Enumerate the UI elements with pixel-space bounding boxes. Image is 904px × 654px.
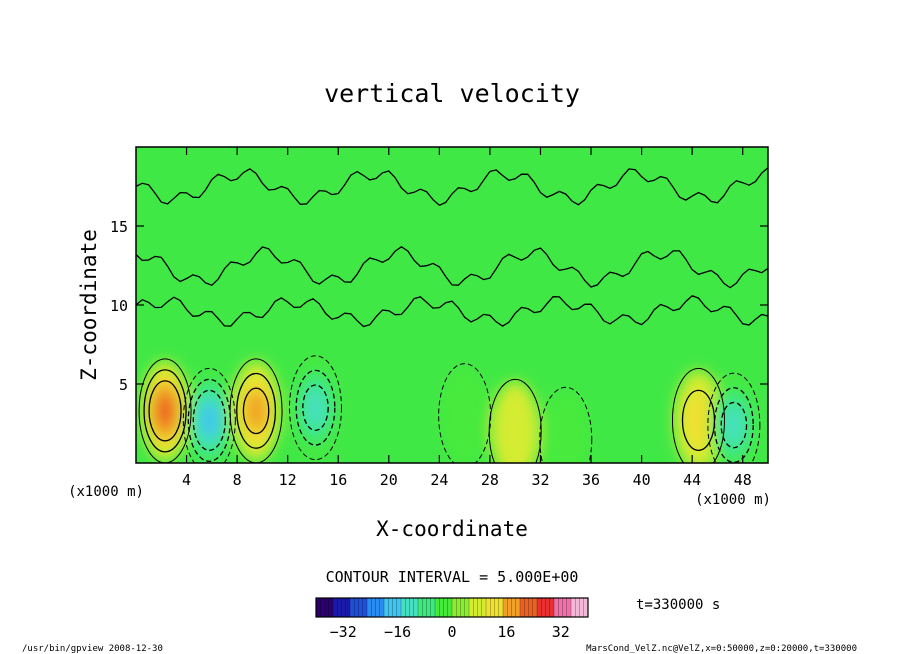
contour-ring (192, 389, 226, 451)
colorbar-tick-label: −32 (330, 623, 357, 641)
field-blob (304, 387, 327, 429)
contour-ring (671, 367, 725, 463)
colorbar-tick-label: 0 (447, 623, 456, 641)
contour-line (136, 295, 768, 328)
contour-ring (707, 372, 761, 463)
chart-title: vertical velocity (324, 79, 580, 108)
x-tick-label: 48 (734, 471, 752, 489)
colorbar-ticks: −32 −16 0 16 32 (330, 623, 570, 641)
x-tick-label: 12 (279, 471, 297, 489)
time-label: t=330000 s (636, 597, 720, 613)
contour-ring (295, 369, 336, 446)
x-tick-label: 32 (531, 471, 549, 489)
y-axis-label: Z-coordinate (77, 229, 101, 381)
x-tick-label: 8 (233, 471, 242, 489)
field-blob (245, 390, 267, 432)
contour-line (136, 246, 768, 289)
x-tick-label: 36 (582, 471, 600, 489)
contour-line (136, 167, 768, 206)
contour-ring (148, 380, 182, 442)
x-axis-ticks: 4 8 12 16 20 24 28 32 36 40 44 48 (182, 147, 752, 489)
footer-program: /usr/bin/gpview 2008-12-30 (22, 644, 163, 654)
field-blob (156, 393, 175, 428)
field-blob (541, 389, 590, 463)
x-tick-label: 20 (380, 471, 398, 489)
x-tick-label: 44 (683, 471, 701, 489)
x-unit-right: (x1000 m) (695, 492, 771, 508)
footer-source: MarsCond_VelZ.nc@VelZ,x=0:50000,z=0:2000… (586, 644, 857, 654)
contour-ring (288, 355, 342, 461)
y-tick-label: 10 (110, 297, 128, 315)
field-blob (684, 392, 713, 449)
contour-ring (182, 367, 236, 463)
contour-interval-label: CONTOUR INTERVAL = 5.000E+00 (326, 568, 579, 586)
y-tick-label: 15 (110, 218, 128, 236)
colorbar (315, 597, 589, 618)
contour-ring (720, 401, 748, 449)
contour-ring (242, 387, 270, 435)
x-tick-label: 24 (430, 471, 448, 489)
contour-ring (681, 389, 716, 451)
contour-ring (539, 386, 593, 463)
x-tick-label: 40 (633, 471, 651, 489)
x-tick-label: 28 (481, 471, 499, 489)
x-tick-label: 4 (182, 471, 191, 489)
x-tick-label: 16 (329, 471, 347, 489)
colorbar-tick-label: 32 (552, 623, 570, 641)
colorbar-frame (315, 597, 589, 618)
field-blob (200, 403, 219, 438)
contour-ring (236, 372, 277, 449)
y-axis-ticks: 5 10 15 (110, 218, 768, 394)
x-unit-left: (x1000 m) (68, 484, 144, 500)
field-blob (440, 365, 489, 463)
x-axis-label: X-coordinate (376, 517, 528, 541)
contour-ring (143, 369, 187, 453)
colorbar-tick-label: 16 (497, 623, 515, 641)
contour-ring (713, 387, 754, 463)
y-tick-label: 5 (119, 376, 128, 394)
contour-ring (488, 378, 542, 463)
colorbar-tick-label: −16 (384, 623, 411, 641)
field-blob (491, 381, 540, 463)
field-blob (723, 404, 745, 446)
contour-ring (302, 384, 329, 432)
